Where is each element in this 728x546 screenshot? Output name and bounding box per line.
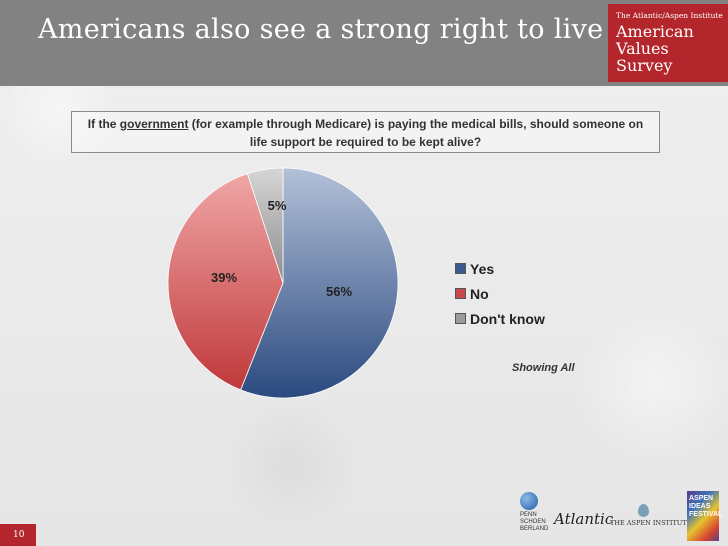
question-box: If the government (for example through M… [71,111,660,153]
badge-line-2: Values [616,39,669,58]
psb-logo: PENN SCHOEN BERLAND [516,490,550,540]
pie-labels: 56% 39% 5% [211,198,352,299]
pie-label-no: 39% [211,270,237,285]
ideas-festival-logo: ASPEN IDEAS FESTIVAL [687,491,723,541]
pie-slices [167,167,399,399]
header-bar: Americans also see a strong right to liv… [0,0,728,86]
badge-line-3: Survey [616,56,673,75]
aspen-leaf-icon [638,504,649,517]
legend-label-dont-know: Don't know [470,310,545,327]
page-number: 10 [13,530,25,540]
festival-logo-text: ASPEN IDEAS FESTIVAL [689,495,723,518]
pie-label-dont-know: 5% [268,198,287,213]
question-part-2: (for example through Medicare) is paying… [188,117,644,149]
question-underlined: government [119,117,189,131]
atlantic-logo: Atlantic [554,510,614,528]
slide-title: Americans also see a strong right to liv… [38,14,604,45]
legend-item-dont-know: Don't know [455,306,545,331]
legend-swatch-dont-know [455,313,466,324]
pie-slice-yes [240,167,399,399]
badge-title: American Values Survey [616,23,694,74]
badge-line-1: American [616,22,694,41]
pie-label-yes: 56% [326,284,352,299]
survey-badge: The Atlantic/Aspen Institute American Va… [608,4,728,82]
pie-slice-dont-know [246,167,284,284]
chart-legend: Yes No Don't know [455,256,545,331]
legend-item-no: No [455,281,545,306]
aspen-logo-text: THE ASPEN INSTITUTE [610,519,692,527]
legend-swatch-yes [455,263,466,274]
pie-slice-no [167,173,284,391]
aspen-institute-logo: THE ASPEN INSTITUTE [610,504,691,534]
badge-subtitle: The Atlantic/Aspen Institute [616,11,723,20]
page-number-box: 10 [0,524,36,546]
legend-item-yes: Yes [455,256,545,281]
legend-label-no: No [470,285,489,302]
question-text: If the government (for example through M… [78,115,653,151]
question-part-1: If the [87,117,120,131]
legend-label-yes: Yes [470,260,495,277]
globe-icon [520,492,538,510]
legend-swatch-no [455,288,466,299]
showing-all-note: Showing All [512,362,575,374]
psb-logo-text: PENN SCHOEN BERLAND [520,512,549,532]
